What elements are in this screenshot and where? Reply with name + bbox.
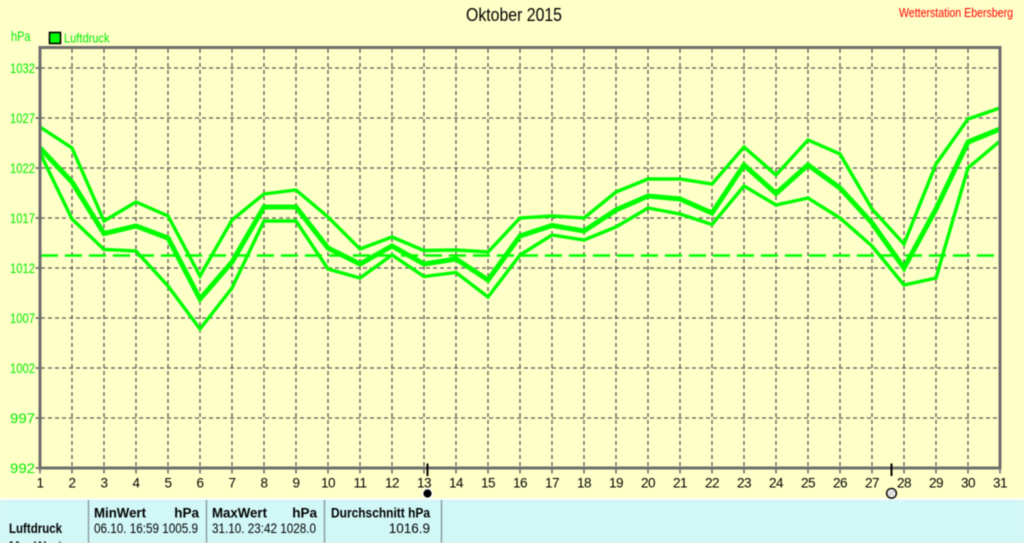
svg-text:6: 6	[196, 476, 203, 491]
svg-text:1027: 1027	[10, 110, 35, 126]
svg-text:MaxWert: MaxWert	[212, 506, 267, 521]
svg-text:Durchschnitt hPa: Durchschnitt hPa	[331, 506, 430, 521]
svg-text:22: 22	[705, 476, 719, 491]
svg-text:1022: 1022	[10, 160, 35, 176]
svg-text:hPa: hPa	[11, 28, 31, 44]
svg-text:1: 1	[36, 476, 43, 491]
svg-text:3: 3	[100, 476, 107, 491]
svg-text:31: 31	[993, 476, 1007, 491]
svg-text:29: 29	[929, 476, 943, 491]
svg-text:Oktober 2015: Oktober 2015	[466, 4, 562, 25]
svg-text:19: 19	[609, 476, 623, 491]
svg-text:06.10. 16:59 1005.9: 06.10. 16:59 1005.9	[94, 521, 198, 536]
svg-text:13: 13	[417, 476, 431, 491]
svg-text:25: 25	[801, 476, 815, 491]
svg-text:28: 28	[897, 476, 911, 491]
svg-text:hPa: hPa	[174, 506, 199, 521]
svg-text:18: 18	[577, 476, 591, 491]
svg-text:10: 10	[321, 476, 335, 491]
svg-text:MaxWert: MaxWert	[9, 539, 62, 543]
svg-text:5: 5	[164, 476, 171, 491]
svg-text:2: 2	[68, 476, 75, 491]
svg-text:16: 16	[513, 476, 527, 491]
svg-text:9: 9	[292, 476, 299, 491]
svg-text:23: 23	[737, 476, 751, 491]
svg-text:26: 26	[833, 476, 847, 491]
svg-text:30: 30	[961, 476, 975, 491]
svg-text:21: 21	[673, 476, 687, 491]
svg-text:Luftdruck: Luftdruck	[9, 521, 62, 536]
svg-text:14: 14	[449, 476, 464, 491]
svg-text:20: 20	[641, 476, 655, 491]
svg-text:1017: 1017	[10, 210, 35, 226]
svg-text:1002: 1002	[10, 360, 35, 376]
svg-text:Wetterstation Ebersberg: Wetterstation Ebersberg	[899, 6, 1013, 20]
svg-text:11: 11	[353, 476, 366, 491]
svg-text:992: 992	[10, 460, 35, 476]
svg-text:17: 17	[545, 476, 559, 491]
svg-text:1032: 1032	[10, 60, 35, 76]
svg-text:997: 997	[10, 410, 35, 426]
svg-text:1012: 1012	[10, 260, 35, 276]
svg-text:15: 15	[481, 476, 495, 491]
svg-text:hPa: hPa	[292, 506, 317, 521]
svg-text:7: 7	[228, 476, 235, 491]
svg-text:1016.9: 1016.9	[389, 521, 430, 536]
svg-text:24: 24	[769, 476, 784, 491]
svg-text:4: 4	[132, 476, 140, 491]
svg-text:31.10. 23:42 1028.0: 31.10. 23:42 1028.0	[212, 521, 316, 536]
svg-text:8: 8	[260, 476, 267, 491]
svg-text:27: 27	[865, 476, 879, 491]
svg-text:Luftdruck: Luftdruck	[64, 32, 110, 46]
svg-text:MinWert: MinWert	[94, 506, 146, 521]
svg-text:12: 12	[385, 476, 399, 491]
svg-text:1007: 1007	[10, 310, 35, 326]
